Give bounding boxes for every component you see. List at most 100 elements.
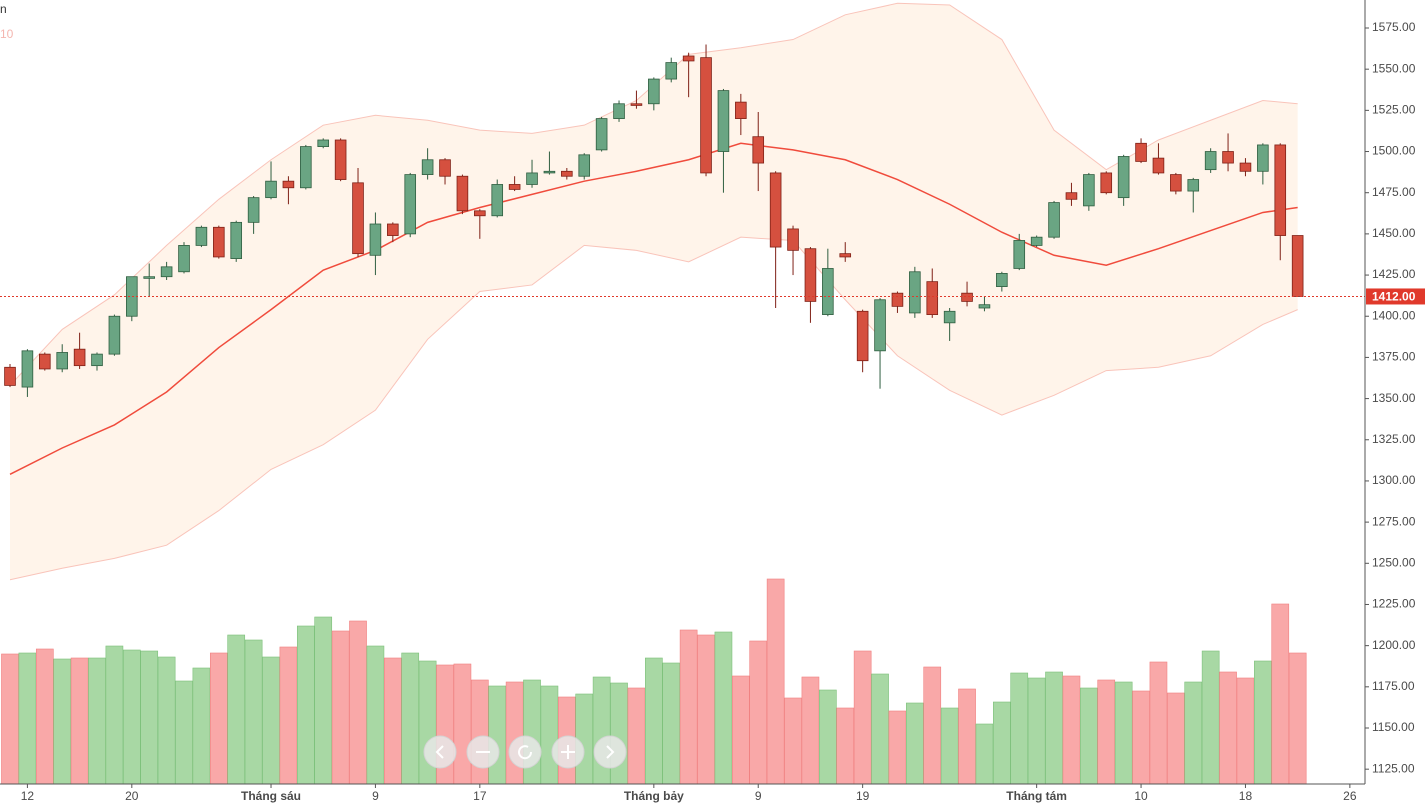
volume-bar [70,657,89,785]
candle-body [874,299,886,352]
candle-body [1030,236,1043,246]
volume-bar [732,675,750,785]
candle-body [595,118,608,151]
volume-bar [1271,603,1290,785]
candle-body [1135,142,1147,162]
candle-body [735,101,747,119]
y-tick-label: 1350.00 [1372,391,1416,405]
volume-bar [18,652,37,785]
zoom-out-button[interactable] [466,735,500,769]
volume-bar [888,710,907,785]
legend-text: 10 [0,27,14,41]
volume-bar [488,685,507,785]
volume-bar [122,649,141,785]
volume-bar [192,667,211,785]
candle-body [508,184,521,190]
volume-bar [993,701,1011,785]
volume-bar [940,707,959,785]
volume-bar [1219,671,1237,785]
candle-body [1048,202,1060,238]
volume-bar [105,645,124,785]
candle-body [160,266,173,278]
candle-body [1274,144,1287,236]
candle-body [404,174,417,235]
x-tick-label: Tháng bảy [624,789,684,803]
candle-body [682,55,695,62]
volume-bar [1062,675,1081,785]
volume-bar [975,723,994,785]
volume-bar [366,645,385,785]
volume-bar [140,650,159,785]
volume-bar [157,656,176,785]
candle-body [230,221,243,259]
last-price-label: 1412.00 [1372,290,1416,304]
volume-bar [645,657,663,785]
candle-body [578,154,591,177]
candle-body [439,159,451,177]
y-tick-label: 1500.00 [1372,144,1416,158]
volume-bar [871,673,889,785]
candle-body [39,353,51,370]
candle-body [769,172,782,248]
candle-body [752,136,765,164]
candle-body [21,350,34,388]
volume-bar [53,658,72,785]
scroll-left-button[interactable] [423,735,457,769]
volume-bar [1010,672,1029,785]
candle-body [1170,174,1182,192]
volume-bar [244,639,263,785]
candle-body [804,248,817,302]
candle-body [108,315,121,355]
y-tick-label: 1425.00 [1372,267,1416,281]
candle-body [543,170,556,174]
volume-bar [35,648,54,785]
candle-body [561,170,573,177]
reset-button[interactable] [508,735,542,769]
upper-band [9,2,1298,386]
volume-bar [1201,650,1220,785]
volume-bar [1045,671,1063,785]
candle-body [1100,172,1113,194]
last-price-badge [1366,288,1425,305]
candle-body [178,245,190,273]
candle-body [648,78,660,105]
candle-body [143,276,156,279]
volume-bar [958,688,976,785]
candle-body [700,57,712,174]
y-tick-label: 1450.00 [1372,226,1416,240]
volume-bar [314,616,333,785]
candle-body [717,90,730,152]
candle-body [1152,157,1165,174]
candle-body [56,352,69,370]
volume-bar [714,631,733,785]
candle-body [282,180,295,189]
y-tick-label: 1150.00 [1372,720,1415,734]
candle-body [1204,151,1217,171]
volume-bar [819,689,837,785]
volume-bar [766,578,785,785]
scroll-right-button[interactable] [593,735,627,769]
candle-body [978,304,991,309]
volume-bar [679,629,698,785]
y-tick-label: 1550.00 [1372,61,1416,75]
candle-body [1239,162,1252,172]
volume-bar [697,634,715,785]
candle-body [909,271,921,314]
candle-body [630,103,643,106]
candle-body [1013,240,1026,269]
zoom-in-button[interactable] [551,735,585,769]
price-layer [0,44,1365,397]
volume-bar [906,702,924,785]
lower-band [9,236,1298,581]
volume-bar [279,646,298,785]
background-layer [9,2,1298,581]
volume-bar [453,663,472,785]
candle-body [891,292,904,307]
volume-bar [662,662,681,785]
candle-body [856,310,869,362]
candle-body [352,182,364,255]
x-tick-label: Tháng sáu [241,789,301,803]
candle-body [1083,174,1095,207]
volume-bar [836,707,855,785]
